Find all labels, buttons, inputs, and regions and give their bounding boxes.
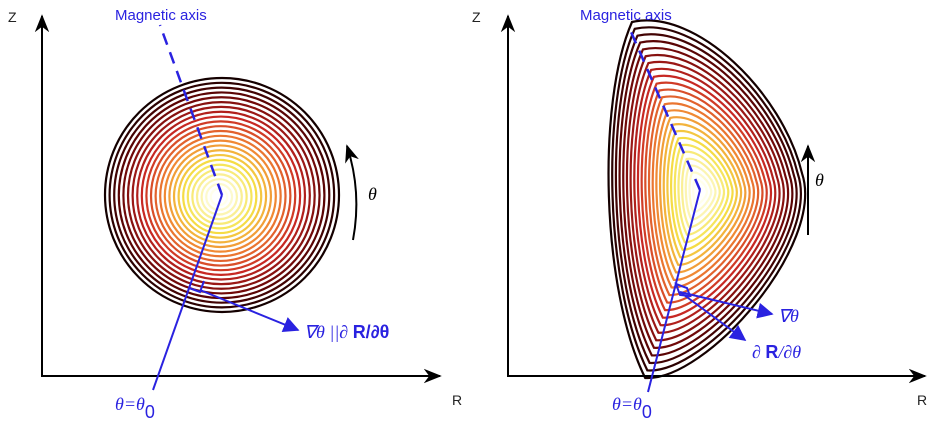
r-label: R xyxy=(452,392,462,408)
magnetic-axis-label: Magnetic axis xyxy=(580,7,672,24)
magnetic-axis-line xyxy=(160,25,222,195)
gradient-arrow xyxy=(200,290,298,330)
theta-label: θ xyxy=(368,184,377,204)
magnetic-axis-label: Magnetic axis xyxy=(115,7,207,24)
theta-label: θ xyxy=(815,170,824,190)
theta0-label: θ=θ0 xyxy=(115,394,155,422)
diagram: Z R Magnetic axis ∇θ ||∂ R/∂θ θ θ=θ0 Z R… xyxy=(0,0,927,424)
contour xyxy=(165,141,276,252)
r-label: R xyxy=(917,392,927,408)
gradient-label: ∇θ xyxy=(778,306,799,326)
contour xyxy=(197,174,242,219)
theta0-label: θ=θ0 xyxy=(612,394,652,422)
z-label: Z xyxy=(472,9,481,25)
contour xyxy=(179,155,262,238)
tangent-label: ∂ R/∂θ xyxy=(752,342,801,362)
theta-arrow xyxy=(347,146,356,240)
contours xyxy=(105,20,805,378)
page: {"panels": [ {"axis_labels": {"z": "Z", … xyxy=(0,0,927,424)
z-label: Z xyxy=(8,9,17,25)
contour xyxy=(183,160,256,233)
gradient-label: ∇θ ||∂ R/∂θ xyxy=(304,322,389,342)
